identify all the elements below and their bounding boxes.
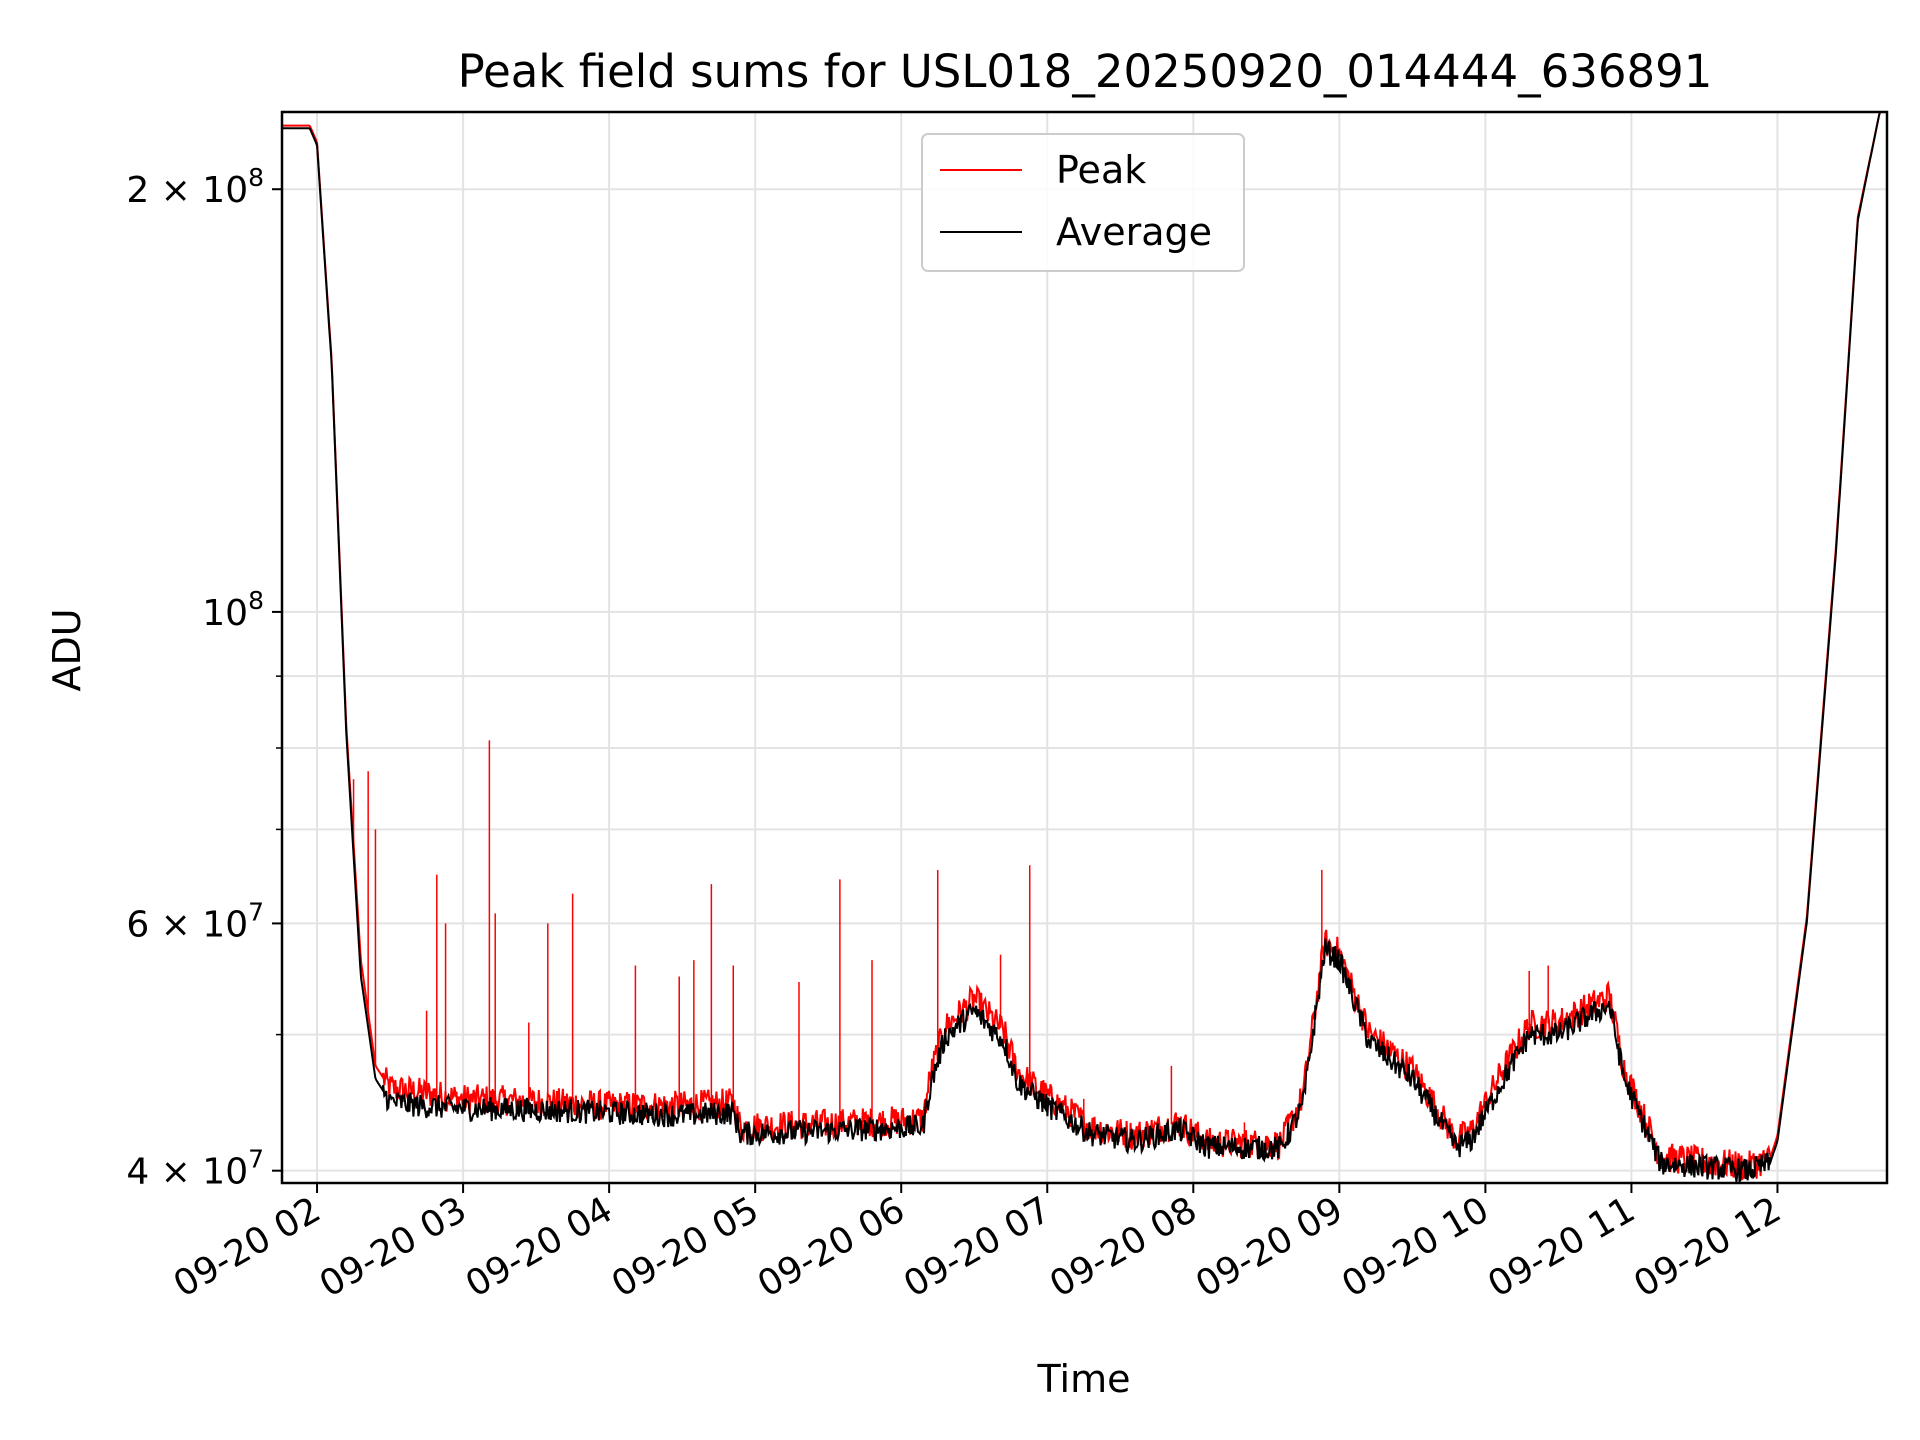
legend: Peak Average: [921, 133, 1245, 272]
y-tick-label-exponent: 7: [248, 1145, 264, 1174]
series-line-average: [282, 112, 1887, 1183]
y-tick-label: 2 × 108: [126, 163, 264, 211]
chart-title: Peak field sums for USL018_20250920_0144…: [458, 45, 1713, 98]
legend-label-average: Average: [1056, 210, 1212, 254]
y-tick-label: 4 × 107: [126, 1145, 264, 1193]
y-tick-label: 108: [202, 586, 264, 634]
peak-spikes: [352, 740, 1549, 1144]
legend-box: [921, 133, 1245, 272]
y-tick-label-base: 2 × 10: [126, 170, 248, 211]
y-tick-label-base: 6 × 10: [126, 904, 248, 945]
y-tick-label: 6 × 107: [126, 897, 264, 945]
y-tick-label-exponent: 8: [248, 163, 264, 192]
y-axis-label: ADU: [45, 608, 89, 691]
x-axis-label: Time: [1037, 1357, 1131, 1401]
y-tick-label-base: 10: [202, 593, 248, 634]
plot-frame: [280, 110, 1889, 1185]
legend-label-peak: Peak: [1056, 148, 1146, 192]
y-tick-label-exponent: 8: [248, 586, 264, 615]
plot-area: [282, 112, 1887, 1183]
y-tick-label-base: 4 × 10: [126, 1152, 248, 1193]
y-tick-label-exponent: 7: [248, 897, 264, 926]
